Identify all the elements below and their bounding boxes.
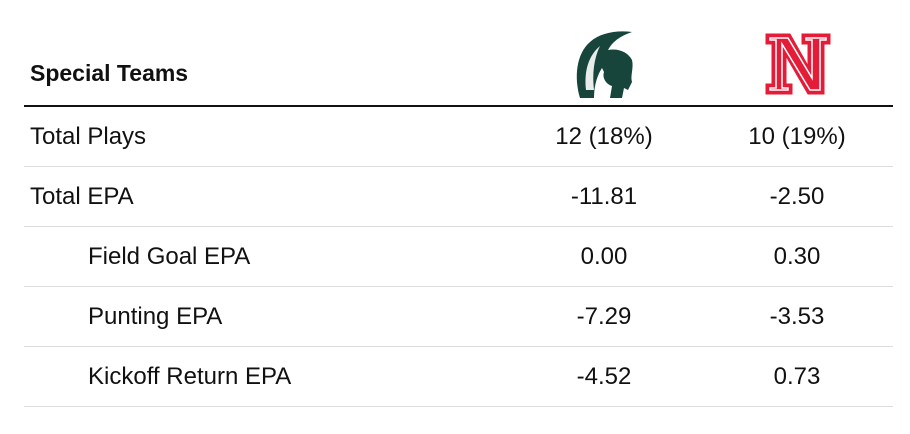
cell-value: 12 (18%): [555, 123, 653, 150]
cell-value: 0.73: [773, 363, 821, 390]
table-row: Total Plays 12 (18%) 10 (19%): [24, 107, 893, 167]
cell-value: -2.50: [769, 183, 825, 210]
table-row: Field Goal EPA 0.00 0.30: [24, 227, 893, 287]
header-rule: [24, 105, 893, 107]
table-row: Punting EPA -7.29 -3.53: [24, 287, 893, 347]
cell-value: 0.00: [580, 243, 628, 270]
table-row: Total EPA -11.81 -2.50: [24, 167, 893, 227]
row-label: Field Goal EPA: [88, 243, 251, 270]
team-logo-msu: [576, 31, 633, 98]
row-label: Total EPA: [30, 183, 134, 210]
table-row: Kickoff Return EPA -4.52 0.73: [24, 347, 893, 407]
row-label: Kickoff Return EPA: [88, 363, 292, 390]
cell-value: -7.29: [576, 303, 632, 330]
cell-value: 0.30: [773, 243, 821, 270]
cell-value: -3.53: [769, 303, 825, 330]
table-title: Special Teams: [30, 60, 189, 86]
cell-value: 10 (19%): [748, 123, 846, 150]
row-label: Punting EPA: [88, 303, 223, 330]
cell-value: -11.81: [570, 183, 638, 210]
team-logo-neb: [765, 33, 831, 95]
cell-value: -4.52: [576, 363, 632, 390]
row-label: Total Plays: [30, 123, 147, 150]
